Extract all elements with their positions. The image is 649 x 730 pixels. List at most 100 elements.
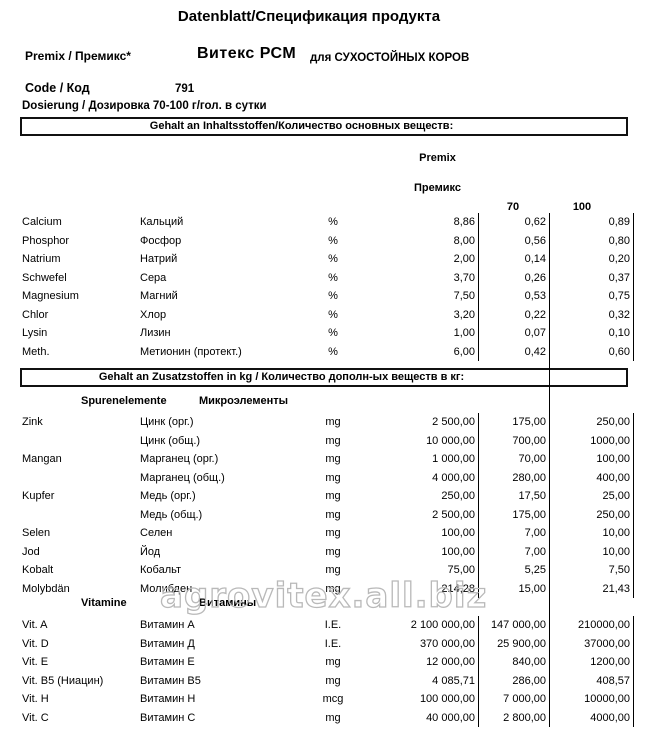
table-row: Марганец (общ.) mg 4 000,00 280,00 400,0… bbox=[0, 468, 649, 487]
substance-name-de: Magnesium bbox=[22, 290, 79, 302]
value-premix: 370 000,00 bbox=[356, 634, 479, 653]
value-premix: 214,28 bbox=[356, 579, 479, 598]
table-row: Molybdän Молибден mg 214,28 15,00 21,43 bbox=[0, 579, 649, 598]
value-premix: 1,00 bbox=[356, 324, 479, 343]
page-title: Datenblatt/Спецификация продукта bbox=[177, 8, 441, 25]
table-row: Vit. C Витамин С mg 40 000,00 2 800,00 4… bbox=[0, 708, 649, 727]
substance-name-ru: Марганец (орг.) bbox=[140, 453, 219, 465]
value-dose-70: 175,00 bbox=[512, 416, 546, 428]
substance-name-ru: Медь (общ.) bbox=[140, 508, 203, 521]
watermark: agrovitex.all.biz bbox=[159, 575, 488, 616]
unit-label: I.E. bbox=[324, 619, 342, 631]
table-row: Natrium Натрий % 2,00 0,14 0,20 bbox=[0, 250, 649, 269]
substance-name-ru: Медь (орг.) bbox=[140, 490, 196, 502]
value-premix: 2,00 bbox=[356, 250, 479, 269]
unit-label: % bbox=[328, 308, 338, 321]
dosage-line: Dosierung / Дозировка 70-100 г/гол. в су… bbox=[22, 100, 267, 112]
vitamins-header-de: Vitamine bbox=[81, 597, 127, 609]
value-premix: 4 000,00 bbox=[356, 468, 479, 487]
substance-name-de: Phosphor bbox=[22, 234, 70, 247]
substance-name-ru: Цинк (орг.) bbox=[140, 416, 194, 428]
value-dose-100: 0,75 bbox=[552, 287, 634, 306]
value-dose-70: 5,25 bbox=[524, 564, 546, 576]
value-dose-100: 4000,00 bbox=[552, 708, 634, 727]
value-dose-100: 0,37 bbox=[552, 268, 634, 287]
value-premix: 250,00 bbox=[356, 487, 479, 506]
value-dose-70: 7,00 bbox=[524, 545, 546, 558]
value-dose-70: 0,53 bbox=[524, 290, 546, 302]
unit-label: mg bbox=[325, 564, 341, 576]
vitamins-header-ru: Витамины bbox=[199, 597, 257, 609]
value-dose-100: 210000,00 bbox=[552, 616, 634, 635]
value-premix: 3,20 bbox=[356, 305, 479, 324]
substance-name-de: Natrium bbox=[22, 253, 61, 265]
substance-name-ru: Марганец (общ.) bbox=[140, 471, 225, 484]
value-dose-70: 25 900,00 bbox=[497, 637, 546, 650]
table-row: Vit. D Витамин Д I.E. 370 000,00 25 900,… bbox=[0, 634, 649, 653]
value-dose-70: 0,42 bbox=[524, 345, 546, 358]
substance-name-de: Jod bbox=[22, 545, 40, 558]
value-dose-100: 100,00 bbox=[552, 450, 634, 469]
unit-label: mg bbox=[325, 545, 341, 558]
value-dose-70: 840,00 bbox=[512, 656, 546, 668]
table-row: Mangan Марганец (орг.) mg 1 000,00 70,00… bbox=[0, 450, 649, 469]
table-row: Chlor Хлор % 3,20 0,22 0,32 bbox=[0, 305, 649, 324]
value-premix: 3,70 bbox=[356, 268, 479, 287]
substance-name-de: Meth. bbox=[22, 345, 50, 358]
value-dose-100: 0,32 bbox=[552, 305, 634, 324]
unit-label: mg bbox=[325, 471, 341, 484]
value-dose-70: 280,00 bbox=[512, 471, 546, 484]
value-dose-100: 0,60 bbox=[552, 342, 634, 361]
substance-name-de: Vit. D bbox=[22, 637, 49, 650]
unit-label: % bbox=[328, 290, 338, 302]
value-dose-100: 0,80 bbox=[552, 231, 634, 250]
value-dose-70: 7,00 bbox=[524, 527, 546, 539]
value-premix: 4 085,71 bbox=[356, 671, 479, 690]
table-row: Magnesium Магний % 7,50 0,53 0,75 bbox=[0, 287, 649, 306]
premix-label: Premix / Премикс* bbox=[25, 49, 131, 63]
value-dose-70: 700,00 bbox=[512, 434, 546, 447]
value-premix: 75,00 bbox=[356, 561, 479, 580]
unit-label: mg bbox=[325, 453, 341, 465]
code-value: 791 bbox=[175, 83, 195, 95]
unit-label: mg bbox=[325, 674, 341, 687]
substance-name-de bbox=[22, 506, 137, 525]
value-dose-100: 250,00 bbox=[552, 413, 634, 432]
table-row: Phosphor Фосфор % 8,00 0,56 0,80 bbox=[0, 231, 649, 250]
value-dose-70: 175,00 bbox=[512, 508, 546, 521]
column-separator-line bbox=[549, 213, 550, 727]
substance-name-de: Vit. H bbox=[22, 693, 49, 705]
substance-name-ru: Кальций bbox=[140, 216, 184, 228]
value-premix: 12 000,00 bbox=[356, 653, 479, 672]
value-dose-100: 7,50 bbox=[552, 561, 634, 580]
substance-name-ru: Метионин (протект.) bbox=[140, 345, 242, 358]
value-premix: 8,00 bbox=[356, 231, 479, 250]
substance-name-de: Lysin bbox=[22, 327, 48, 339]
column-header-premix-de: Premix bbox=[419, 152, 456, 164]
table-row: Jod Йод mg 100,00 7,00 10,00 bbox=[0, 542, 649, 561]
value-premix: 6,00 bbox=[356, 342, 479, 361]
unit-label: mg bbox=[325, 582, 341, 595]
value-dose-100: 37000,00 bbox=[552, 634, 634, 653]
substance-name-ru: Сера bbox=[140, 271, 167, 284]
unit-label: mg bbox=[325, 416, 341, 428]
value-dose-100: 1200,00 bbox=[552, 653, 634, 672]
value-dose-70: 0,22 bbox=[524, 308, 546, 321]
table-row: Vit. B5 (Ниацин) Витамин В5 mg 4 085,71 … bbox=[0, 671, 649, 690]
table-row: Meth. Метионин (протект.) % 6,00 0,42 0,… bbox=[0, 342, 649, 361]
vitamins-table: Vit. A Витамин А I.E. 2 100 000,00 147 0… bbox=[0, 616, 649, 727]
value-dose-100: 10000,00 bbox=[552, 690, 634, 709]
value-premix: 10 000,00 bbox=[356, 431, 479, 450]
substance-name-ru: Витамин В5 bbox=[140, 674, 201, 687]
main-substances-table: Calcium Кальций % 8,86 0,62 0,89 Phospho… bbox=[0, 213, 649, 361]
unit-label: mg bbox=[325, 490, 341, 502]
product-target: для СУХОСТОЙНЫХ КОРОВ bbox=[310, 52, 470, 64]
trace-elements-header-de: Spurenelemente bbox=[81, 395, 167, 407]
value-dose-70: 0,26 bbox=[524, 271, 546, 284]
substance-name-ru: Хлор bbox=[140, 308, 167, 321]
table-row: Schwefel Сера % 3,70 0,26 0,37 bbox=[0, 268, 649, 287]
value-dose-70: 0,62 bbox=[524, 216, 546, 228]
value-dose-100: 21,43 bbox=[552, 579, 634, 598]
unit-label: mcg bbox=[322, 693, 344, 705]
